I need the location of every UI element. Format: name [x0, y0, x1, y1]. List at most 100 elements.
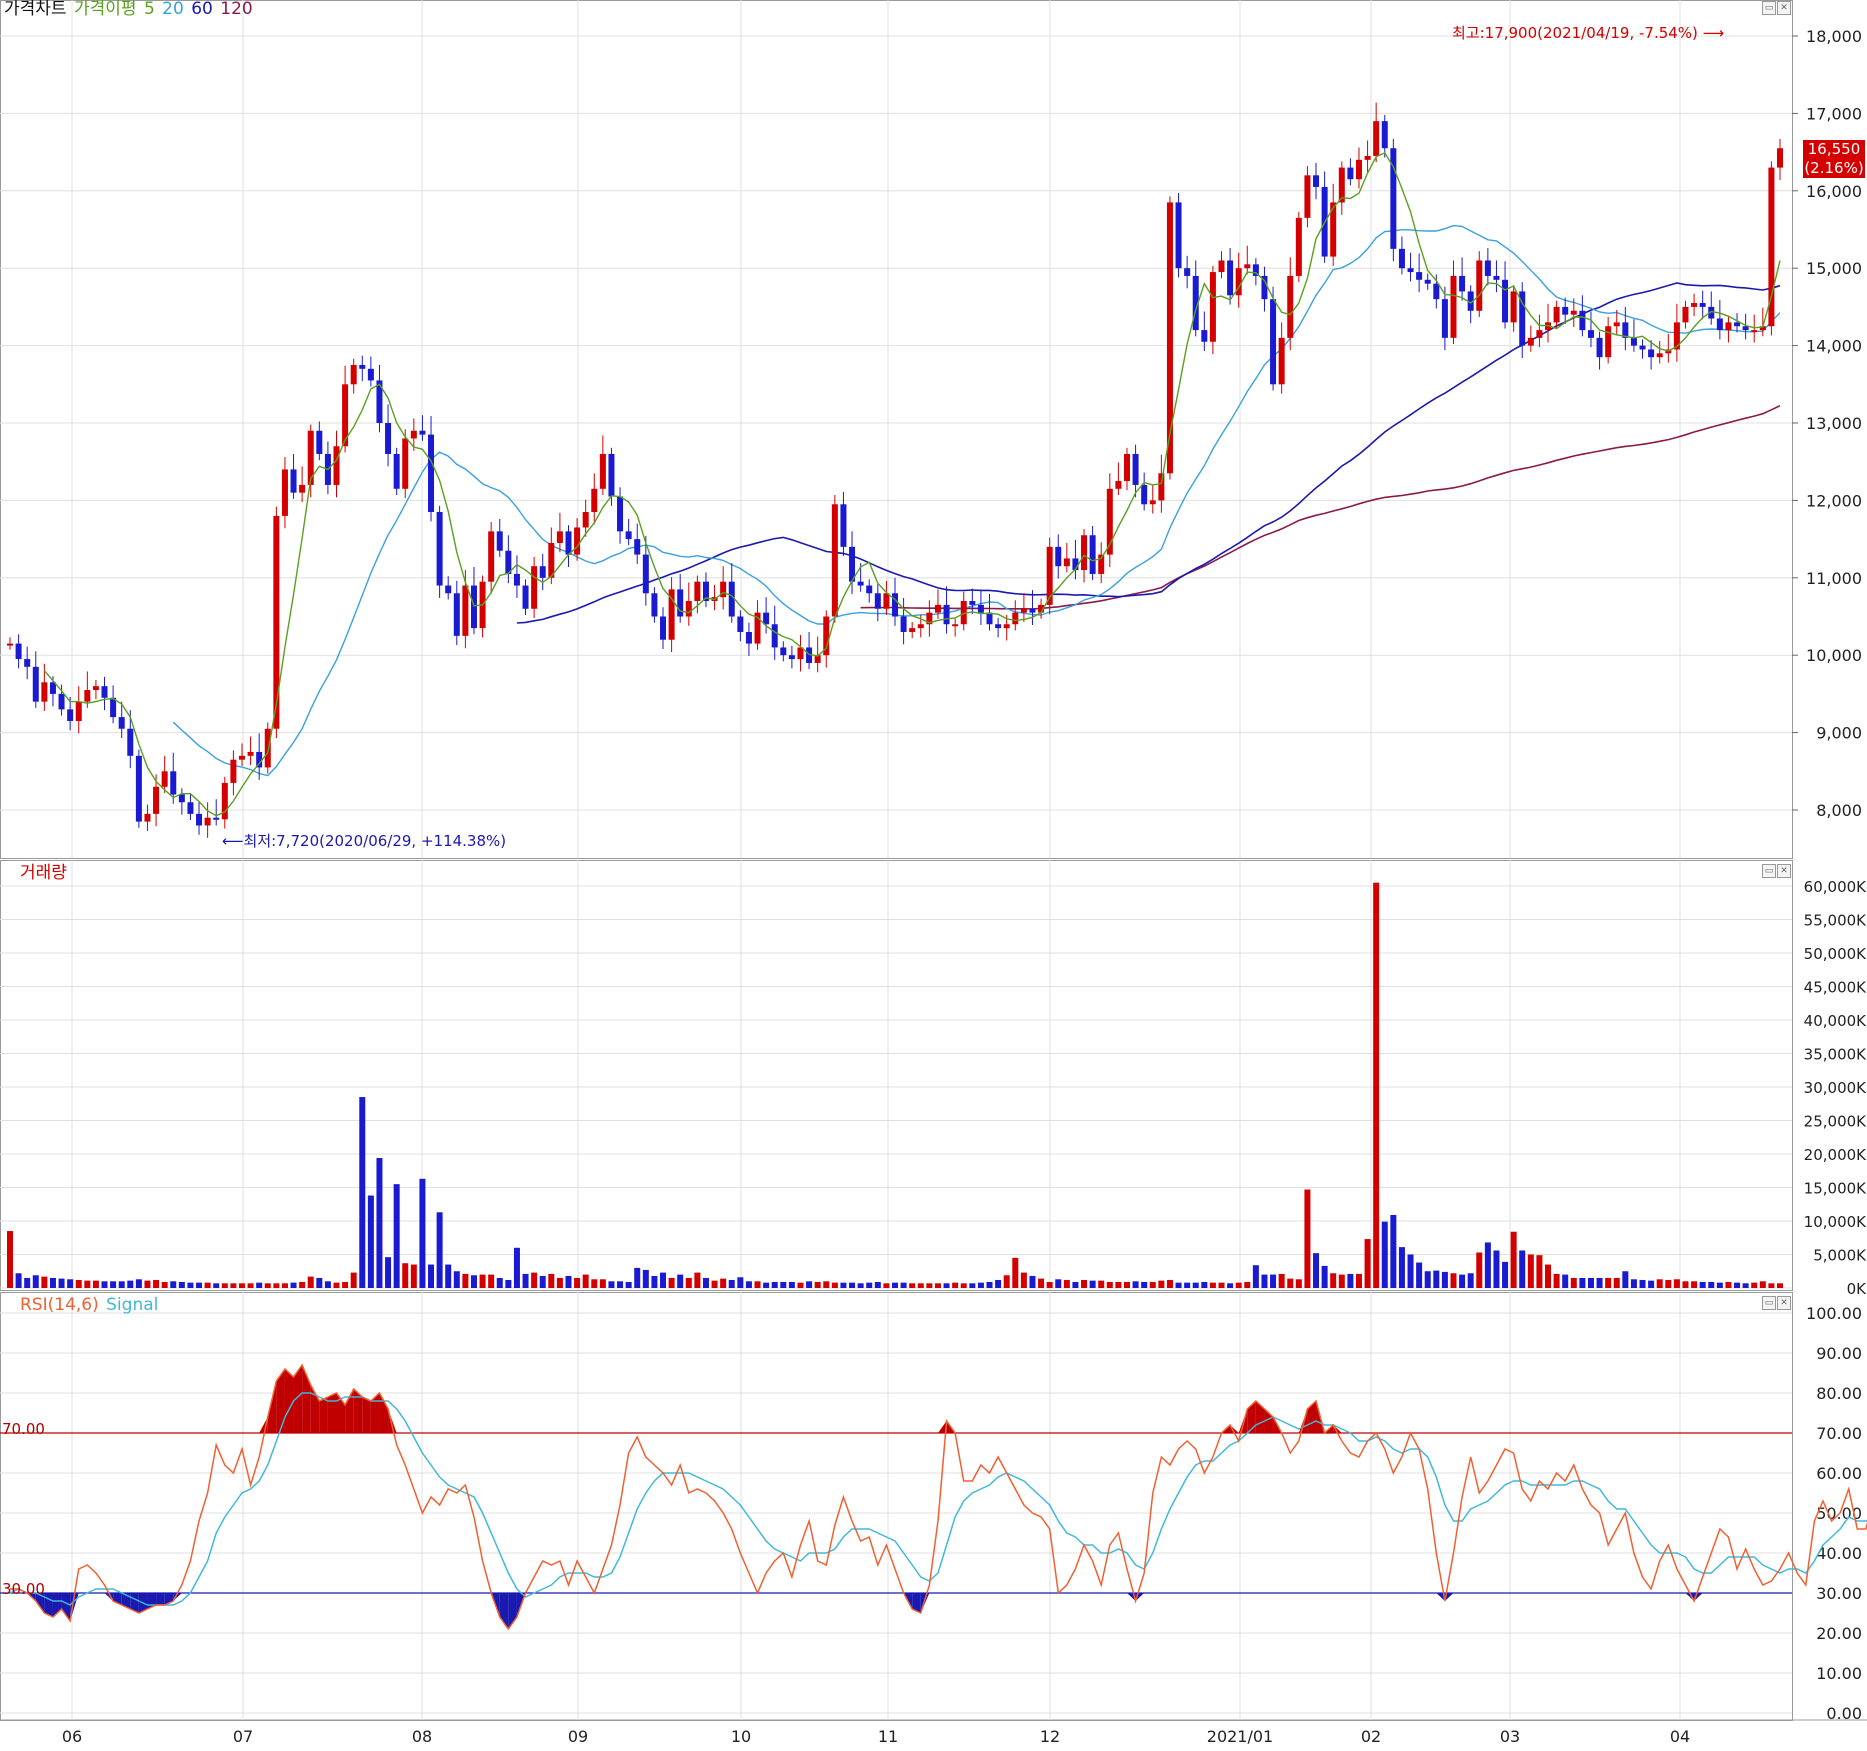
volume-bar — [840, 1282, 847, 1288]
candle-body — [1459, 275, 1466, 292]
current-price: 16,550 — [1807, 140, 1861, 158]
ma5-legend[interactable]: 5 — [143, 0, 155, 19]
ma60-legend[interactable]: 60 — [191, 0, 213, 19]
rsi-line — [10, 1363, 1867, 1631]
x-tick-label: 09 — [568, 1727, 588, 1746]
volume-bar — [1304, 1189, 1311, 1288]
volume-close-icon[interactable]: ✕ — [1777, 864, 1791, 878]
candle-body — [1244, 264, 1251, 269]
pane-close-icon[interactable]: ✕ — [1777, 1, 1791, 15]
candle-body — [608, 453, 615, 497]
candle-body — [110, 697, 117, 718]
rsi-oversold-fill — [173, 1593, 182, 1601]
candle-body — [24, 659, 31, 667]
volume-bar — [1536, 1255, 1543, 1288]
candle-body — [1605, 326, 1612, 358]
rsi-close-icon[interactable]: ✕ — [1777, 1296, 1791, 1310]
price-tick-label: 10,000 — [1806, 646, 1862, 665]
volume-bar — [1433, 1270, 1440, 1288]
volume-bar — [1605, 1277, 1612, 1288]
volume-bar — [445, 1264, 452, 1288]
volume-bar — [1089, 1280, 1096, 1288]
candle-body — [1347, 167, 1354, 180]
volume-bar — [711, 1280, 718, 1288]
candle-body — [625, 531, 632, 540]
volume-minimize-icon[interactable]: ▭ — [1762, 864, 1776, 878]
candle-body — [342, 384, 349, 447]
candle-body — [264, 728, 271, 768]
candle-body — [1613, 322, 1620, 327]
candle-body — [127, 728, 134, 756]
candle-body — [934, 604, 941, 613]
signal-legend-label[interactable]: Signal — [106, 1295, 159, 1315]
volume-bar — [1003, 1275, 1010, 1288]
candle-body — [1081, 535, 1088, 571]
candle-body — [1287, 275, 1294, 338]
candle-body — [788, 655, 795, 660]
volume-bar — [565, 1275, 572, 1288]
candle-body — [1562, 306, 1569, 315]
candle-body — [952, 624, 959, 627]
candle-body — [1364, 155, 1371, 160]
volume-tick-label: 25,000K — [1804, 1113, 1867, 1131]
ma120-legend[interactable]: 120 — [220, 0, 253, 19]
candle-body — [118, 717, 125, 729]
volume-tick-label: 0K — [1847, 1280, 1867, 1298]
volume-bar — [548, 1273, 555, 1288]
ma20-legend[interactable]: 20 — [162, 0, 184, 19]
candle-body — [599, 453, 606, 489]
candle-body — [1072, 558, 1079, 571]
volume-bar — [316, 1277, 323, 1288]
volume-bar — [488, 1274, 495, 1288]
rsi-oversold-fill — [499, 1593, 509, 1629]
current-price-tag: 16,550 (2.16%) — [1803, 140, 1865, 178]
volume-bar — [324, 1281, 331, 1288]
volume-bar — [625, 1281, 632, 1288]
candle-body — [1398, 248, 1405, 269]
volume-bar — [539, 1275, 546, 1288]
volume-bar — [1046, 1281, 1053, 1288]
low-annotation: ⟵최저:7,720(2020/06/29, +114.38%) — [222, 832, 507, 850]
candle-body — [307, 430, 314, 485]
volume-bar — [556, 1277, 563, 1288]
volume-tick-label: 5,000K — [1813, 1247, 1867, 1265]
x-tick-label: 10 — [731, 1727, 751, 1746]
volume-bar — [221, 1283, 228, 1288]
candle-body — [32, 666, 39, 702]
volume-bar — [522, 1273, 529, 1288]
rsi-oversold-fill — [912, 1593, 921, 1613]
pane-minimize-icon[interactable]: ▭ — [1762, 1, 1776, 15]
price-chart-legend[interactable]: 가격차트 — [4, 0, 67, 19]
rsi-oversold-fill — [1685, 1593, 1695, 1601]
candle-body — [1493, 275, 1500, 280]
rsi-minimize-icon[interactable]: ▭ — [1762, 1296, 1776, 1310]
volume-bar — [831, 1282, 838, 1288]
volume-bar — [230, 1283, 237, 1288]
volume-bar — [273, 1283, 280, 1288]
volume-bar — [1364, 1239, 1371, 1288]
volume-legend[interactable]: 거래량 — [20, 863, 69, 883]
volume-bar — [84, 1280, 91, 1288]
candle-body — [591, 488, 598, 513]
candle-body — [909, 628, 916, 632]
volume-tick-label: 35,000K — [1804, 1046, 1867, 1064]
volume-bar — [1579, 1277, 1586, 1288]
candle-body — [359, 364, 366, 369]
price-tick-label: 12,000 — [1806, 491, 1862, 510]
ma-legend-label[interactable]: 가격이평 — [73, 0, 137, 19]
volume-bar — [402, 1263, 409, 1288]
volume-bar — [161, 1281, 168, 1288]
candle-body — [256, 751, 263, 768]
volume-bar — [1252, 1265, 1259, 1288]
candle-body — [574, 527, 581, 555]
volume-bar — [745, 1281, 752, 1288]
candle-body — [196, 813, 203, 826]
candle-body — [316, 430, 323, 454]
rsi-legend-label[interactable]: RSI(14,6) — [20, 1295, 99, 1315]
volume-bar — [419, 1178, 426, 1288]
volume-bar — [256, 1282, 263, 1288]
candle-body — [728, 581, 735, 617]
candle-body — [1020, 608, 1027, 613]
volume-bar — [1476, 1252, 1483, 1288]
candle-body — [1270, 299, 1277, 385]
